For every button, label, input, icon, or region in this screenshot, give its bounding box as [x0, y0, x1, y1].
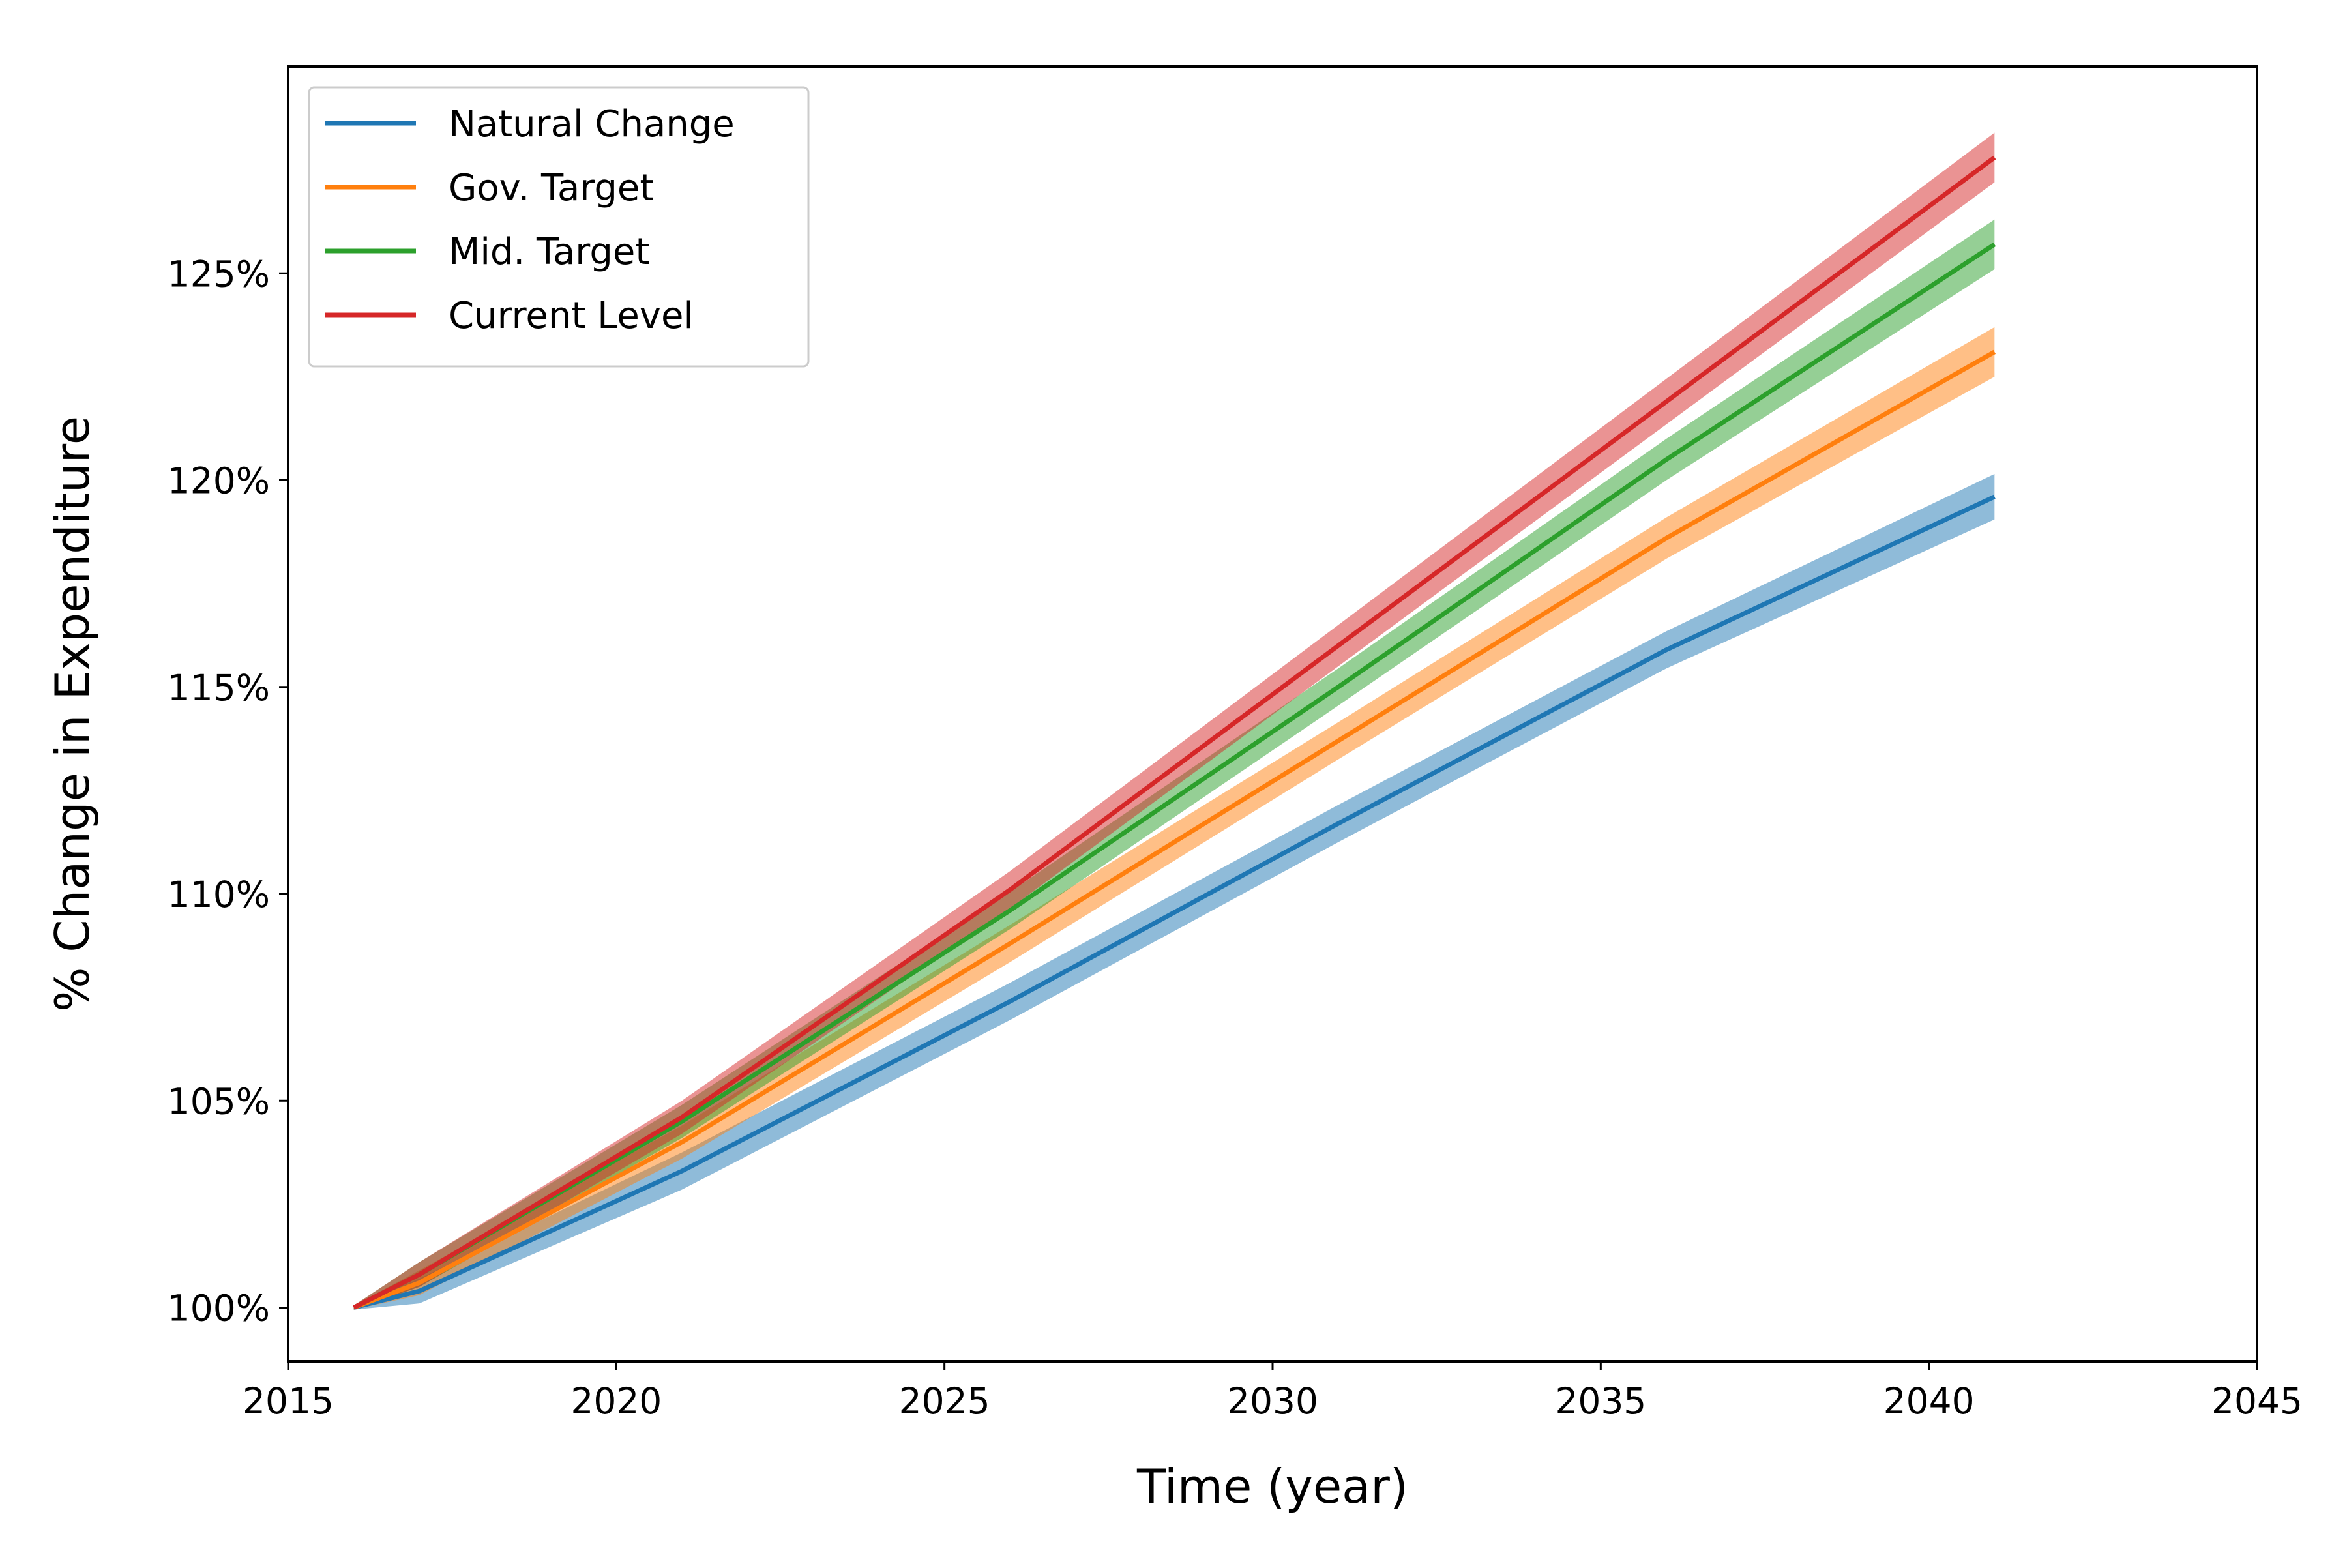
x-tick-label: 2040	[1883, 1380, 1975, 1422]
y-axis-title: % Change in Expenditure	[45, 416, 100, 1012]
x-tick-label: 2020	[570, 1380, 662, 1422]
x-tick-label: 2025	[899, 1380, 990, 1422]
y-tick-label: 115%	[168, 667, 270, 709]
x-tick-label: 2035	[1555, 1380, 1646, 1422]
y-tick-label: 120%	[168, 460, 270, 502]
y-axis: 100% 105% 110% 115% 120% 125%	[168, 253, 288, 1329]
x-axis-title: Time (year)	[1136, 1459, 1408, 1514]
line-series-0	[353, 494, 1996, 1310]
legend-label: Gov. Target	[449, 167, 654, 209]
band-series-0	[353, 473, 1995, 1310]
legend-label: Mid. Target	[449, 231, 649, 273]
y-tick-label: 105%	[168, 1080, 270, 1122]
bands-layer	[353, 132, 1995, 1310]
x-tick-label: 2045	[2211, 1380, 2303, 1422]
band-series-1	[353, 327, 1995, 1310]
line-series-3	[353, 155, 1996, 1310]
legend: Natural Change Gov. Target Mid. Target Curr…	[308, 86, 810, 368]
y-tick-label: 100%	[168, 1288, 270, 1329]
y-tick-label: 110%	[168, 874, 270, 915]
legend-items: Natural Change Gov. Target Mid. Target Curr…	[325, 103, 735, 337]
x-tick-label: 2015	[243, 1380, 334, 1422]
legend-label: Natural Change	[449, 103, 735, 145]
line-series-1	[353, 349, 1996, 1310]
y-tick-label: 125%	[168, 253, 270, 295]
x-tick-label: 2030	[1227, 1380, 1318, 1422]
x-axis: 2015 2020 2025 2030 2035 2040 2045	[243, 1361, 2303, 1422]
legend-label: Current Level	[449, 295, 694, 337]
legend-box	[308, 86, 810, 368]
lines-layer	[353, 155, 1996, 1310]
